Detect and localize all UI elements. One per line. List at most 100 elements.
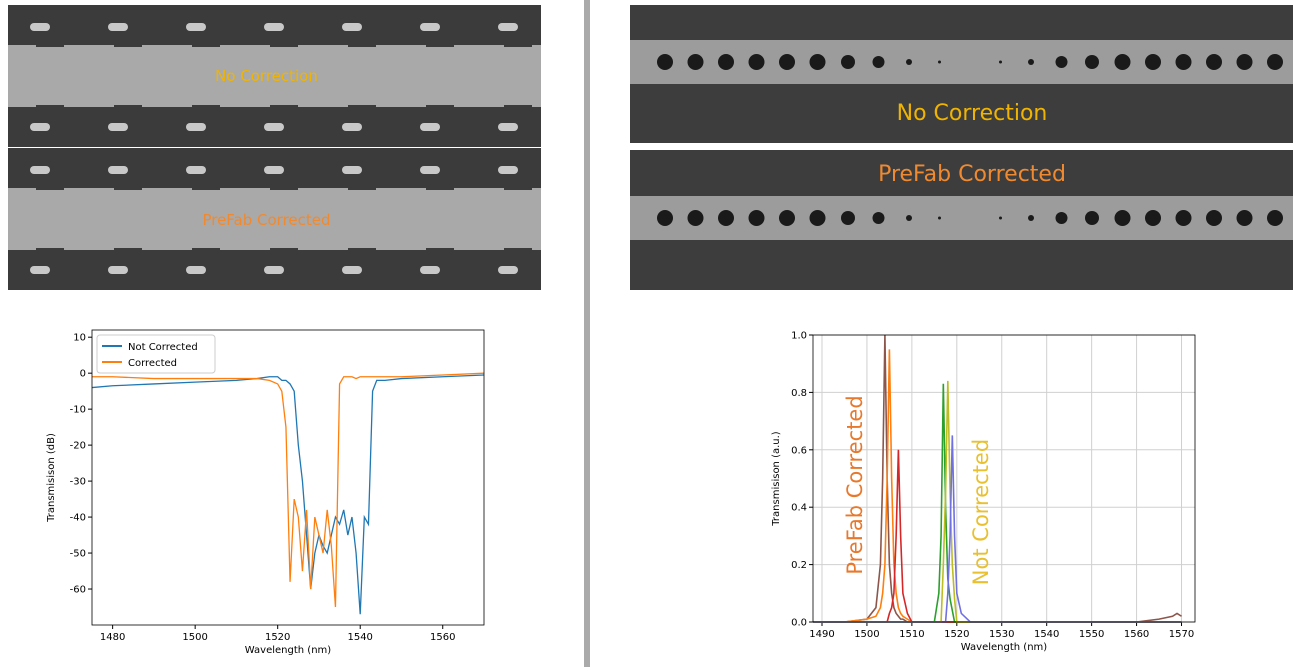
pill [108,123,128,131]
plot-frame [813,335,1195,622]
hole [657,210,673,226]
tooth [348,105,376,115]
line-series [92,373,484,607]
x-tick-label: 1530 [989,629,1014,640]
pill [108,166,128,174]
plot-frame [92,330,484,625]
figure: No Correction PreFab Corrected No Correcti… [0,0,1293,667]
sem-images: No Correction PreFab Corrected No Correcti… [8,5,1293,290]
y-tick-label: -20 [70,441,86,452]
x-axis-label: Wavelength (nm) [961,642,1047,653]
y-axis-label: Transmisison (dB) [46,433,57,523]
tooth [114,248,142,258]
pill [498,123,518,131]
pill [342,166,362,174]
hole [999,61,1002,64]
hole [938,217,941,220]
hole [749,54,765,70]
y-tick-label: 0.4 [791,503,807,514]
pill [30,23,50,31]
pill [420,166,440,174]
hole [810,210,826,226]
pill [186,123,206,131]
tooth [426,37,454,47]
x-tick-label: 1500 [854,629,879,640]
image-label: No Correction [897,101,1048,126]
tooth [114,37,142,47]
hole [1085,211,1099,225]
y-tick-label: 0.0 [791,618,807,629]
hole [779,210,795,226]
hole [999,217,1002,220]
hole [1028,215,1034,221]
y-tick-label: 10 [73,333,86,344]
tooth [114,105,142,115]
hole [906,59,912,65]
hole [1056,56,1068,68]
x-tick-label: 1550 [1079,629,1104,640]
hole [1176,210,1192,226]
y-tick-label: 0.2 [791,560,807,571]
pill [420,123,440,131]
y-tick-label: -40 [70,513,86,524]
tooth [504,248,532,258]
hole [1028,59,1034,65]
hole [749,210,765,226]
pill [186,166,206,174]
image-label: No Correction [215,67,318,85]
pill [264,23,284,31]
legend: Not CorrectedCorrected [97,335,215,373]
tooth [270,248,298,258]
hole [1206,54,1222,70]
line-series [813,381,1182,622]
line-series [813,349,1182,622]
pill [498,23,518,31]
pill [30,266,50,274]
divider [584,0,590,667]
pill [30,166,50,174]
hole [1115,54,1131,70]
tooth [504,105,532,115]
image-label: PreFab Corrected [878,162,1066,187]
hole [1206,210,1222,226]
tooth [36,180,64,190]
pill [342,23,362,31]
hole [1267,54,1283,70]
hole [1085,55,1099,69]
tooth [348,37,376,47]
x-tick-label: 1560 [430,632,455,643]
tooth [36,105,64,115]
tooth [192,105,220,115]
tooth [426,105,454,115]
annotation: Not Corrected [969,439,993,585]
x-tick-label: 1510 [899,629,924,640]
annotation: PreFab Corrected [843,395,867,574]
hole [688,210,704,226]
hole [718,54,734,70]
tooth [504,180,532,190]
x-tick-label: 1500 [182,632,207,643]
pill [420,23,440,31]
x-tick-label: 1480 [100,632,125,643]
y-tick-label: -50 [70,549,86,560]
tooth [348,180,376,190]
hole [1115,210,1131,226]
line-series [813,384,1182,622]
hole [718,210,734,226]
y-tick-label: 0 [80,369,86,380]
tooth [36,248,64,258]
y-tick-label: 0.8 [791,388,807,399]
line-series [813,450,1182,622]
line-series [813,335,1182,622]
x-tick-label: 1570 [1169,629,1194,640]
tooth [192,248,220,258]
y-tick-label: -30 [70,477,86,488]
tooth [36,37,64,47]
y-tick-label: -10 [70,405,86,416]
hole [841,55,855,69]
x-tick-label: 1520 [265,632,290,643]
hole [688,54,704,70]
pill [342,123,362,131]
tooth [426,248,454,258]
hole [1145,54,1161,70]
